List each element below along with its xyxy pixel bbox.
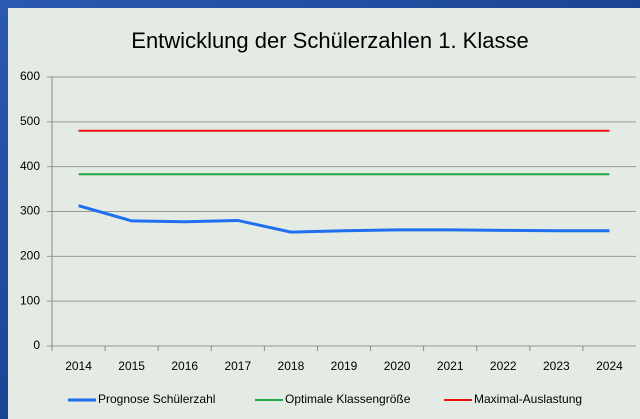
x-tick-label: 2015 <box>118 359 145 373</box>
x-tick-label: 2014 <box>65 359 92 373</box>
x-tick-label: 2024 <box>596 359 623 373</box>
chart-title: Entwicklung der Schülerzahlen 1. Klasse <box>131 28 528 53</box>
legend-label: Maximal-Auslastung <box>474 392 582 406</box>
legend-label: Optimale Klassengröße <box>285 392 411 406</box>
x-tick-label: 2020 <box>384 359 411 373</box>
x-tick-label: 2016 <box>171 359 198 373</box>
series-line <box>78 204 610 234</box>
x-tick-label: 2021 <box>437 359 464 373</box>
y-tick-label: 100 <box>20 293 40 307</box>
x-tick-label: 2017 <box>224 359 251 373</box>
x-tick-label: 2018 <box>278 359 305 373</box>
y-tick-label: 500 <box>20 114 40 128</box>
legend-label: Prognose Schülerzahl <box>98 392 215 406</box>
y-tick-label: 300 <box>20 204 40 218</box>
y-tick-label: 200 <box>20 249 40 263</box>
x-tick-label: 2023 <box>543 359 570 373</box>
y-tick-label: 0 <box>33 338 40 352</box>
x-tick-label: 2022 <box>490 359 517 373</box>
x-tick-label: 2019 <box>331 359 358 373</box>
y-tick-label: 400 <box>20 159 40 173</box>
y-tick-label: 600 <box>20 69 40 83</box>
